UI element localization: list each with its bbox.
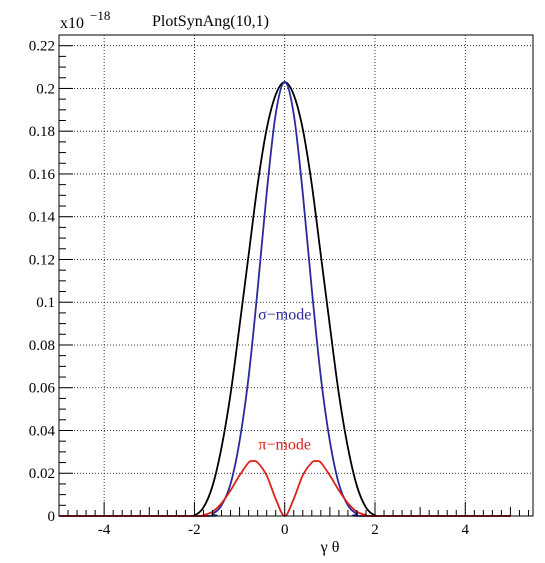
y-tick-label: 0.02 — [29, 466, 55, 482]
y-tick-label: 0 — [48, 509, 56, 525]
x-tick-label: 0 — [281, 522, 289, 538]
y-exponent-base: x10 — [60, 15, 84, 32]
series-line-sigma-mode-curve — [58, 81, 511, 517]
sigma-mode-annotation: σ−mode — [258, 306, 311, 323]
y-tick-label: 0.2 — [36, 81, 55, 97]
y-tick-label: 0.12 — [29, 252, 55, 268]
grid-layer — [59, 35, 533, 516]
chart-title: PlotSynAng(10,1) — [152, 13, 269, 30]
pi-mode-annotation: π−mode — [258, 437, 311, 454]
y-exponent-power: −18 — [90, 8, 110, 23]
label-layer: 0 0.02 0.04 0.06 0.08 0.1 0.12 0.14 0.16 0.18 0.2 0… — [29, 39, 470, 538]
x-axis-label: γ θ — [320, 539, 340, 556]
x-tick-label: -4 — [98, 522, 111, 538]
y-tick-label: 0.1 — [36, 295, 55, 311]
y-tick-label: 0.18 — [29, 124, 55, 140]
y-tick-label: 0.06 — [29, 381, 56, 397]
plot-frame — [58, 34, 534, 517]
y-tick-label: 0.08 — [29, 338, 55, 354]
y-tick-label: 0.16 — [29, 167, 56, 183]
x-tick-label: 2 — [371, 522, 379, 538]
y-tick-label: 0.22 — [29, 39, 55, 55]
x-tick-label: 4 — [462, 522, 470, 538]
y-tick-label: 0.14 — [29, 210, 56, 226]
x-tick-label: -2 — [188, 522, 201, 538]
tick-layer — [58, 34, 529, 517]
y-tick-label: 0.04 — [29, 423, 56, 439]
